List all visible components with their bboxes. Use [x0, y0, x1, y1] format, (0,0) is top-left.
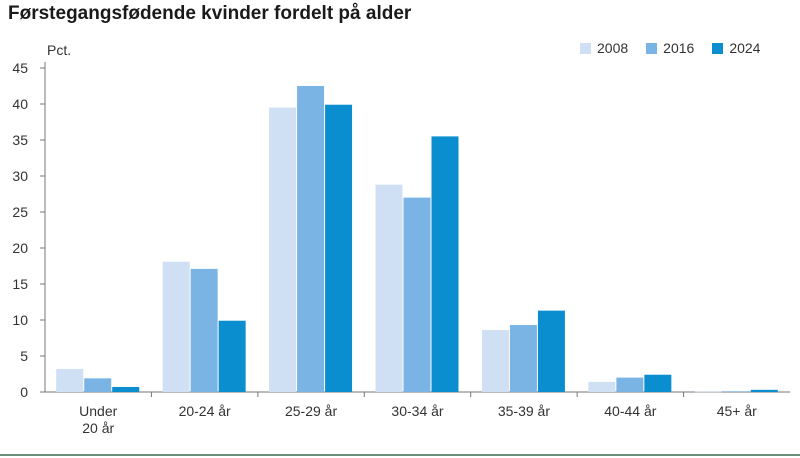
- y-tick-label: 5: [20, 348, 28, 364]
- x-tick-label: 40-44 år: [604, 403, 656, 419]
- bar-2024: [537, 310, 565, 392]
- bar-2024: [431, 136, 459, 392]
- legend-label-2008: 2008: [597, 40, 629, 56]
- bar-2008: [694, 391, 722, 393]
- y-tick-label: 15: [12, 276, 28, 292]
- bar-2016: [190, 268, 218, 392]
- y-tick-label: 35: [12, 132, 28, 148]
- x-tick-label: 20 år: [82, 420, 114, 436]
- y-tick-label: 0: [20, 384, 28, 400]
- y-tick-label: 30: [12, 168, 28, 184]
- bar-2016: [722, 391, 750, 392]
- bar-2008: [588, 381, 616, 392]
- x-tick-label: 35-39 år: [498, 403, 550, 419]
- x-tick-label: 20-24 år: [179, 403, 231, 419]
- x-tick-label: 25-29 år: [285, 403, 337, 419]
- bar-2008: [162, 261, 190, 392]
- bar-2008: [269, 107, 297, 392]
- chart-title: Førstegangsfødende kvinder fordelt på al…: [8, 3, 412, 24]
- y-tick-label: 25: [12, 204, 28, 220]
- bar-2008: [375, 184, 403, 392]
- legend-swatch-2016: [646, 42, 658, 54]
- bar-2016: [616, 377, 644, 392]
- y-tick-label: 10: [12, 312, 28, 328]
- bar-2016: [509, 325, 537, 392]
- bar-2016: [84, 378, 112, 392]
- x-tick-label: Under: [79, 403, 117, 419]
- y-tick-label: 45: [12, 60, 28, 76]
- bar-2024: [750, 389, 778, 392]
- bar-2024: [644, 374, 672, 392]
- legend-item-2016: 2016: [646, 40, 694, 56]
- legend: 2008 2016 2024: [580, 40, 768, 56]
- bar-2008: [56, 368, 84, 392]
- bar-2016: [297, 86, 325, 392]
- y-tick-label: 20: [12, 240, 28, 256]
- bar-2024: [218, 320, 246, 392]
- bar-2024: [325, 104, 353, 392]
- legend-item-2024: 2024: [712, 40, 760, 56]
- legend-item-2008: 2008: [580, 40, 628, 56]
- bar-2016: [403, 197, 431, 392]
- y-axis-unit-label: Pct.: [47, 42, 72, 58]
- bottom-rule: [0, 454, 800, 456]
- legend-label-2024: 2024: [729, 40, 761, 56]
- legend-label-2016: 2016: [663, 40, 695, 56]
- legend-swatch-2024: [712, 42, 724, 54]
- x-tick-label: 45+ år: [717, 403, 757, 419]
- bar-2008: [481, 330, 509, 392]
- bar-2024: [112, 386, 140, 392]
- x-tick-label: 30-34 år: [391, 403, 443, 419]
- legend-swatch-2008: [580, 42, 591, 54]
- y-tick-label: 40: [12, 96, 28, 112]
